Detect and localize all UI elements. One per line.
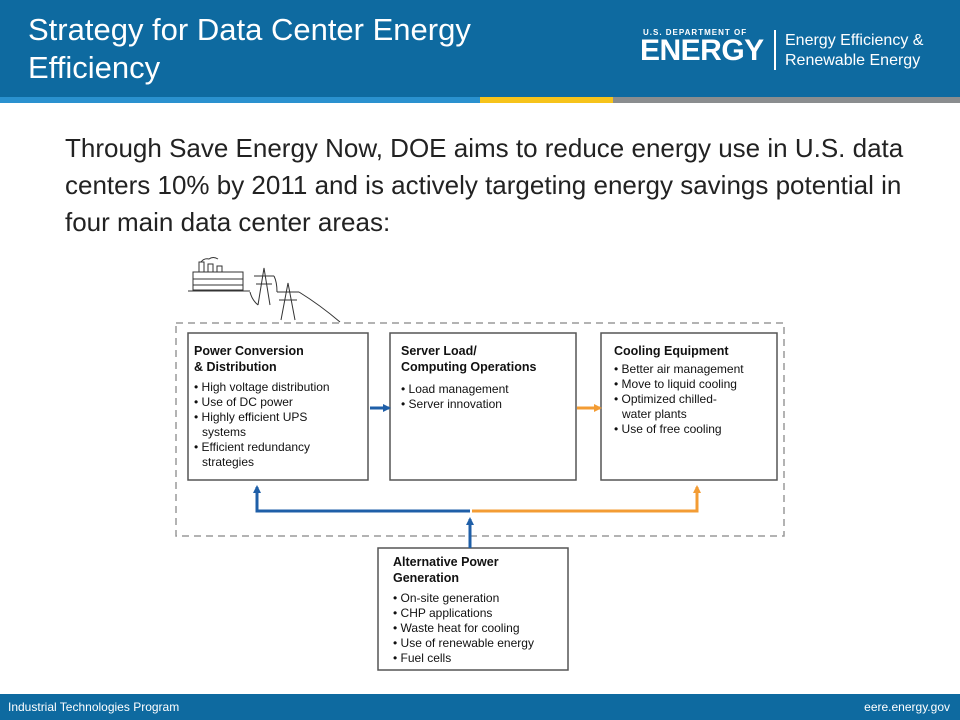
logo-small-text: U.S. DEPARTMENT OF [643, 28, 748, 37]
slide-title: Strategy for Data Center Energy Efficien… [28, 12, 471, 85]
server-title-1: Server Load/ [401, 344, 477, 358]
logo-line-2: Renewable Energy [785, 52, 921, 69]
alternative-item: • Fuel cells [393, 651, 451, 665]
cooling-item: • Move to liquid cooling [614, 377, 737, 391]
alternative-item: • On-site generation [393, 591, 499, 605]
arrow-alternative-to-power [253, 485, 470, 513]
data-center-boundary [175, 322, 785, 537]
cooling-title: Cooling Equipment [614, 344, 729, 358]
power-item: • Highly efficient UPS [194, 410, 307, 424]
footer-program: Industrial Technologies Program [8, 700, 180, 714]
cooling-item: • Optimized chilled- [614, 392, 717, 406]
intro-paragraph: Through Save Energy Now, DOE aims to red… [65, 133, 904, 237]
power-item: • Efficient redundancy [194, 440, 310, 454]
footer-url[interactable]: eere.energy.gov [864, 700, 950, 714]
header-strip-gray [613, 97, 960, 103]
power-item: • Use of DC power [194, 395, 293, 409]
alternative-title-2: Generation [393, 571, 459, 585]
cooling-item: • Better air management [614, 362, 744, 376]
power-item: strategies [202, 455, 254, 469]
server-item: • Server innovation [401, 397, 502, 411]
cooling-item: • Use of free cooling [614, 422, 722, 436]
slide-footer: Industrial Technologies Program eere.ene… [0, 694, 960, 720]
power-title-2: & Distribution [194, 360, 277, 374]
slide-header: Strategy for Data Center Energy Efficien… [0, 0, 960, 97]
power-item: • High voltage distribution [194, 380, 330, 394]
alternative-item: • Waste heat for cooling [393, 621, 520, 635]
power-title-1: Power Conversion [194, 344, 304, 358]
logo-energy-text: ENERGY [640, 34, 764, 67]
header-strip-blue [0, 97, 480, 103]
logo-line-1: Energy Efficiency & [785, 32, 924, 49]
arrow-alternative-to-cooling [472, 485, 701, 513]
cooling-equipment-box: Cooling Equipment • Better air managemen… [600, 332, 778, 481]
alternative-item: • CHP applications [393, 606, 492, 620]
power-item: systems [202, 425, 246, 439]
logo-eere-text: Energy Efficiency & Renewable Energy [785, 31, 923, 71]
transmission-tower-icon [249, 267, 341, 323]
server-item: • Load management [401, 382, 509, 396]
alternative-title-1: Alternative Power [393, 555, 499, 569]
header-strip-yellow [480, 97, 613, 103]
cooling-item: water plants [621, 407, 687, 421]
alternative-item: • Use of renewable energy [393, 636, 534, 650]
power-plant-icon [188, 257, 250, 292]
power-conversion-box: Power Conversion & Distribution • High v… [187, 332, 369, 481]
alternative-power-box: Alternative Power Generation • On-site g… [377, 547, 569, 671]
logo-divider [774, 30, 776, 70]
server-title-2: Computing Operations [401, 360, 536, 374]
server-load-box: Server Load/ Computing Operations • Load… [389, 332, 577, 481]
